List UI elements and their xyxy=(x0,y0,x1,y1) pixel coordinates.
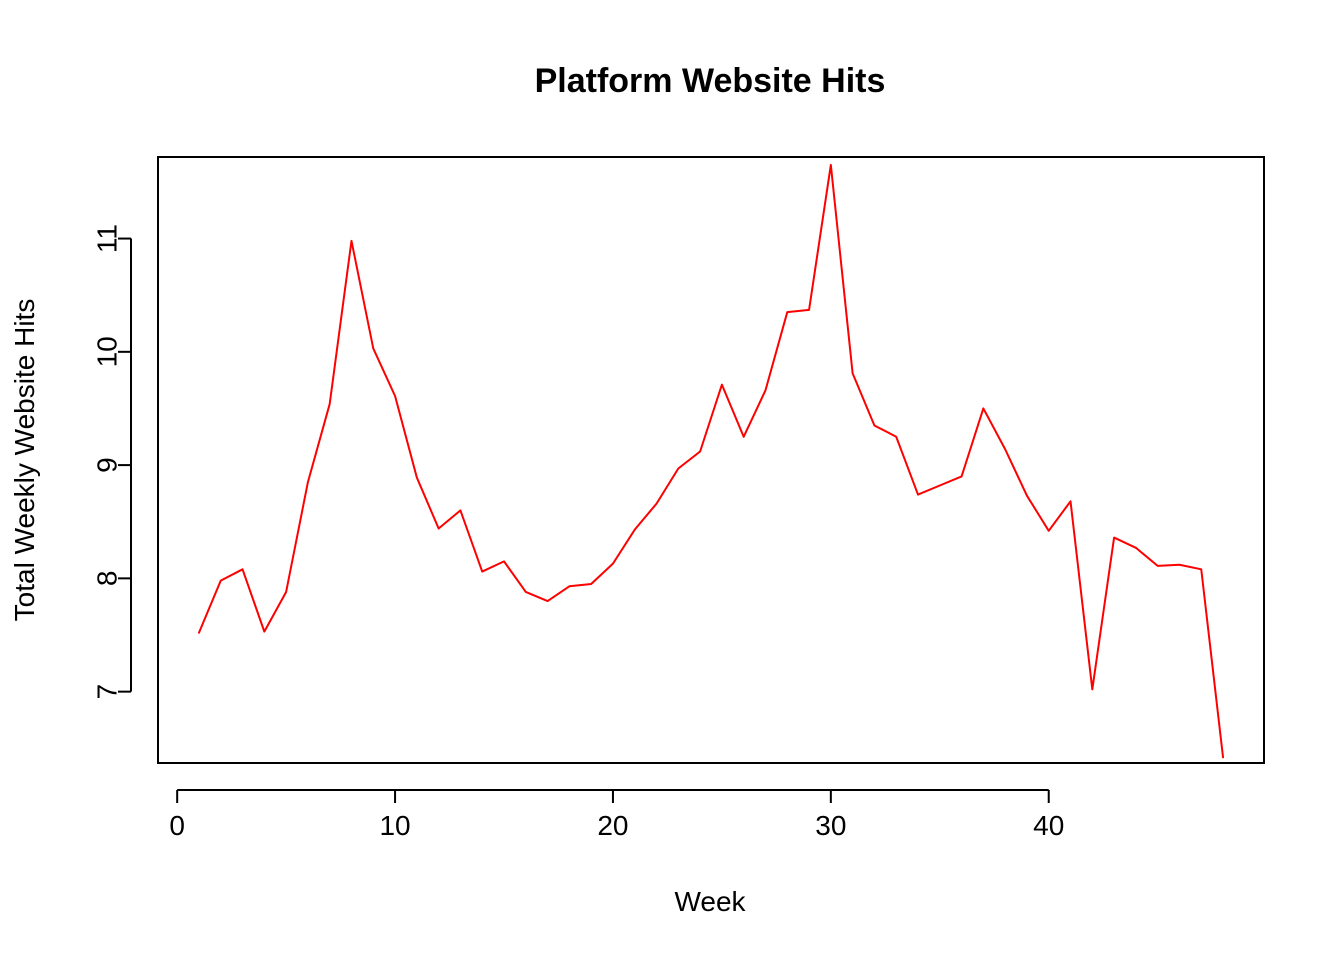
x-tick-label: 0 xyxy=(169,810,185,841)
y-tick-label: 11 xyxy=(92,224,123,253)
x-tick-label: 10 xyxy=(379,810,410,841)
x-axis-label: Week xyxy=(674,886,746,917)
x-axis: 0 10 20 30 40 xyxy=(169,789,1064,841)
y-axis: 7 8 9 10 11 xyxy=(92,224,132,699)
y-tick-label: 9 xyxy=(92,457,123,473)
y-axis-label: Total Weekly Website Hits xyxy=(9,299,40,622)
y-tick-label: 10 xyxy=(92,336,123,367)
y-tick-label: 7 xyxy=(92,684,123,700)
chart-title: Platform Website Hits xyxy=(535,62,886,100)
plot-frame xyxy=(157,156,1265,764)
y-tick-label: 8 xyxy=(92,571,123,587)
series-group xyxy=(197,163,1225,759)
x-tick-label: 20 xyxy=(597,810,628,841)
x-tick-label: 30 xyxy=(815,810,846,841)
x-tick-label: 40 xyxy=(1033,810,1064,841)
series-line xyxy=(197,163,1225,759)
